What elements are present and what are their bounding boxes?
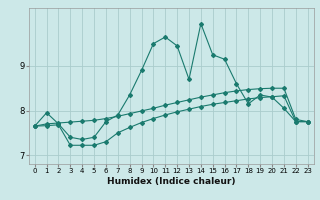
X-axis label: Humidex (Indice chaleur): Humidex (Indice chaleur)	[107, 177, 236, 186]
